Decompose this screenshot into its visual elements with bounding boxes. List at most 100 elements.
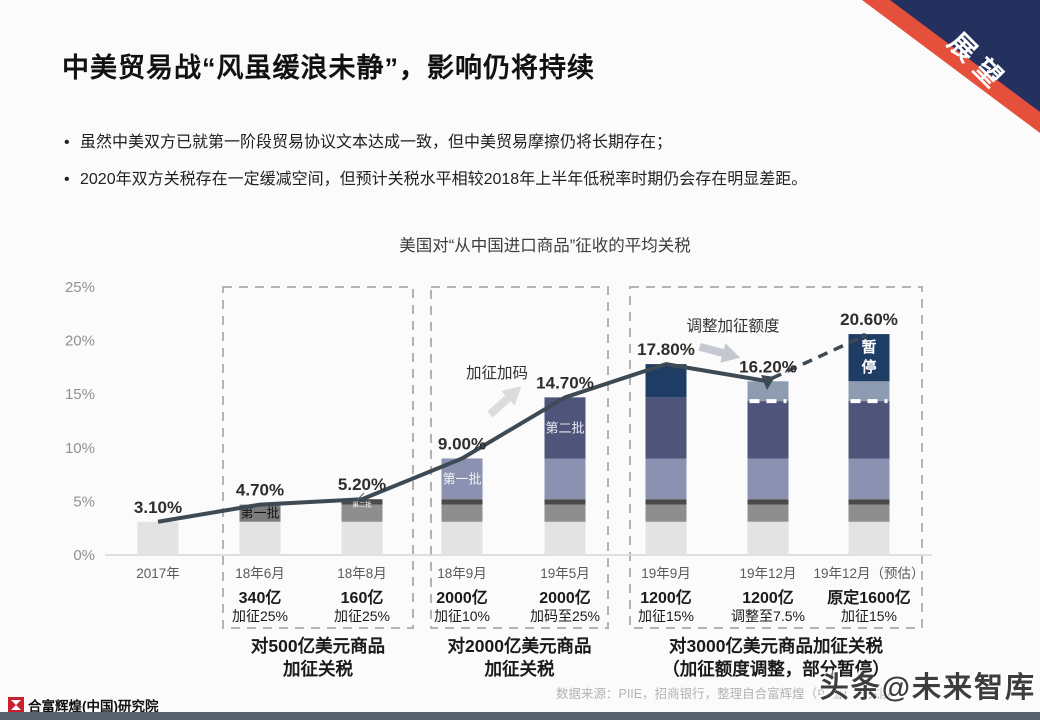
- bar-note-rate: 加征25%: [232, 608, 288, 624]
- x-tick-label: 18年6月: [235, 566, 285, 581]
- bar-segment-label: 第一批: [442, 471, 481, 486]
- x-tick-label: 2017年: [136, 566, 180, 581]
- bar-note-amount: 160亿: [341, 588, 384, 607]
- bar-segment: [848, 504, 890, 522]
- bullet-item-1: 虽然中美双方已就第一阶段贸易协议文本达成一致，但中美贸易摩擦仍将长期存在；: [62, 124, 962, 161]
- bar-value-label: 17.80%: [637, 340, 695, 359]
- y-tick-label: 10%: [65, 440, 95, 457]
- bar-segment: [645, 458, 687, 500]
- bar-segment: [848, 499, 890, 505]
- bar-segment: [848, 521, 890, 555]
- bar-note-amount: 1200亿: [640, 588, 692, 607]
- org-logo-icon: [8, 697, 24, 713]
- bar-segment-label: 暂: [861, 338, 876, 356]
- bar-segment: [544, 521, 586, 555]
- bar-segment: [441, 499, 483, 505]
- tariff-line-solid: [157, 362, 769, 524]
- bar-note-amount: 1200亿: [742, 588, 794, 607]
- bar-segment: [645, 521, 687, 555]
- bar-segment-label: 停: [861, 358, 876, 376]
- bar-segment: [341, 504, 383, 522]
- bar-note-amount: 2000亿: [436, 588, 488, 607]
- bar-segment: [848, 458, 890, 500]
- bullet-item-2: 2020年双方关税存在一定缓减空间，但预计关税水平相较2018年上半年低税率时期…: [62, 161, 962, 198]
- bar-value-label: 4.70%: [236, 481, 284, 500]
- bar-note-rate: 调整至7.5%: [731, 608, 805, 624]
- bar-segment: [747, 401, 789, 459]
- bar-segment: [747, 381, 789, 402]
- bar-value-label: 20.60%: [840, 310, 898, 329]
- bar-note-rate: 加征10%: [434, 608, 490, 624]
- bar-segment: [441, 521, 483, 555]
- bar-segment: [848, 381, 890, 402]
- bar-note-rate: 加征15%: [638, 608, 694, 624]
- x-tick-label: 19年12月（预估）: [813, 566, 924, 581]
- bar-segment: [645, 499, 687, 505]
- chart-title: 美国对“从中国进口商品”征收的平均关税: [399, 237, 691, 255]
- group-caption-line2: 加征关税: [282, 659, 353, 679]
- y-tick-label: 0%: [73, 547, 95, 564]
- bar-segment: [747, 521, 789, 555]
- y-tick-label: 15%: [65, 386, 95, 403]
- group-box-2: [430, 286, 609, 629]
- annotation-tiaozheng-edu: 调整加征额度: [686, 317, 779, 335]
- bar-note-amount: 340亿: [239, 588, 282, 607]
- forecast-endpoint-dot: [861, 333, 867, 340]
- x-tick-label: 18年8月: [337, 566, 387, 581]
- block-arrow-icon: [698, 342, 741, 363]
- x-tick-label: 19年12月: [739, 566, 796, 581]
- bar-segment: [441, 504, 483, 522]
- bar-segment-label: 第二批: [545, 420, 584, 435]
- bar-segment: [544, 499, 586, 505]
- footer-logo: 合富辉煌(中国)研究院: [8, 695, 159, 715]
- group-caption-line1: 对3000亿美元商品加征关税: [669, 636, 883, 656]
- bar-segment: [848, 401, 890, 459]
- y-tick-label: 5%: [73, 493, 95, 510]
- page-title: 中美贸易战“风虽缓浪未静”，影响仍将持续: [62, 53, 595, 83]
- org-name: 合富辉煌(中国)研究院: [28, 699, 159, 714]
- bar-segment: [544, 504, 586, 522]
- watermark: 头条@未来智库: [819, 672, 1036, 704]
- group-box-3: [629, 286, 923, 629]
- bar-segment: [341, 499, 383, 505]
- bar-value-label: 16.20%: [739, 357, 797, 376]
- bar-segment: [645, 397, 687, 459]
- bar-segment: [544, 458, 586, 500]
- bar-value-label: 14.70%: [536, 373, 594, 392]
- annotation-jiazheng-jiama: 加征加码: [466, 364, 528, 382]
- group-caption-line2: 加征关税: [484, 659, 555, 679]
- bottom-strip: [0, 712, 1040, 720]
- bar-value-label: 5.20%: [338, 475, 386, 494]
- y-tick-label: 25%: [65, 279, 95, 296]
- bar-value-label: 9.00%: [438, 434, 486, 453]
- bar-segment: [645, 504, 687, 522]
- group-caption-line1: 对2000亿美元商品: [448, 636, 592, 656]
- bar-segment-label: 第一批: [240, 506, 279, 521]
- bar-segment: [239, 504, 281, 522]
- bar-note-rate: 加征15%: [841, 608, 897, 624]
- x-tick-label: 19年9月: [641, 566, 691, 581]
- bar-note-amount: 原定1600亿: [827, 588, 911, 607]
- line-arrowhead: [761, 375, 775, 390]
- bullet-list: 虽然中美双方已就第一阶段贸易协议文本达成一致，但中美贸易摩擦仍将长期存在； 20…: [62, 124, 962, 198]
- group-caption-line2: （加征额度调整，部分暂停）: [662, 659, 890, 679]
- label-leader-line: [356, 492, 365, 501]
- bar-segment: [239, 521, 281, 555]
- bar-value-label: 3.10%: [134, 498, 182, 517]
- x-tick-label: 18年9月: [437, 566, 487, 581]
- y-tick-label: 20%: [65, 333, 95, 350]
- bar-segment: [747, 499, 789, 505]
- bar-note-rate: 加征25%: [334, 608, 390, 624]
- group-box-1: [222, 286, 414, 629]
- bar-segment-label: 第二批: [352, 499, 372, 508]
- bar-segment: [747, 458, 789, 500]
- x-tick-label: 19年5月: [540, 566, 590, 581]
- block-arrow-icon: [487, 386, 522, 418]
- bar-note-amount: 2000亿: [539, 588, 591, 607]
- bar-segment: [341, 521, 383, 555]
- data-source-note: 数据来源：PIIE，招商银行，整理自合富辉煌（中国）研究院: [556, 687, 893, 701]
- bar-note-rate: 加码至25%: [530, 608, 600, 624]
- group-caption-line1: 对500亿美元商品: [251, 636, 385, 656]
- bar-segment: [137, 521, 179, 555]
